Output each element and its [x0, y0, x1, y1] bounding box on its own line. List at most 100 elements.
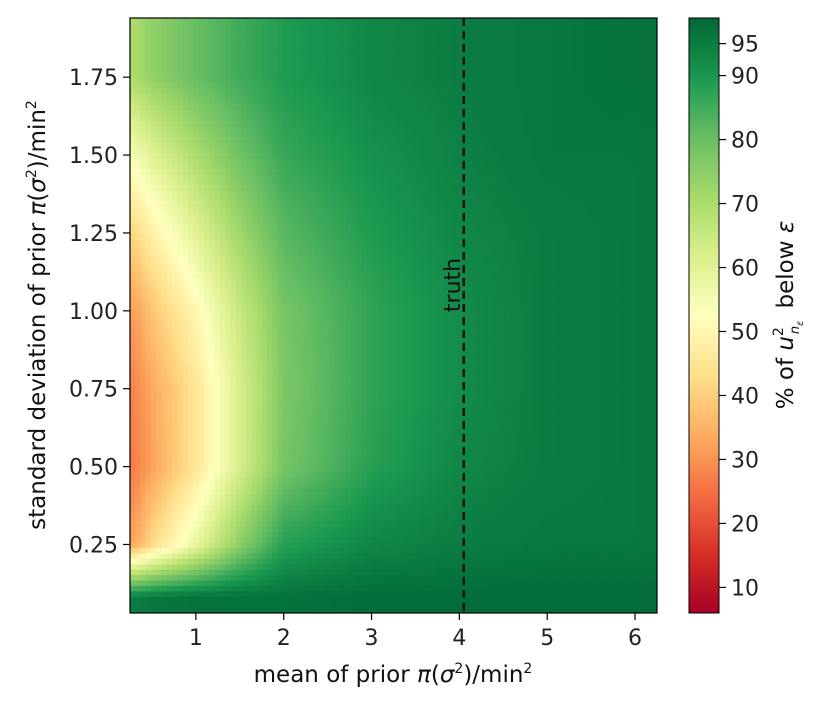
heatmap-cell — [398, 218, 405, 225]
heatmap-cell — [288, 72, 294, 79]
heatmap-cell — [562, 93, 569, 100]
heatmap-cell — [156, 104, 163, 111]
heatmap-cell — [314, 45, 321, 52]
heatmap-cell — [235, 104, 242, 111]
heatmap-cell — [172, 77, 179, 84]
heatmap-cell — [535, 153, 542, 160]
heatmap-cell — [182, 88, 189, 95]
heatmap-cell — [267, 23, 273, 30]
heatmap-cell — [377, 72, 384, 79]
heatmap-cell — [641, 196, 648, 203]
heatmap-cell — [314, 212, 321, 219]
heatmap-cell — [604, 196, 611, 203]
heatmap-cell — [641, 142, 648, 149]
heatmap-cell — [556, 72, 563, 79]
heatmap-cell — [372, 234, 379, 241]
heatmap-cell — [335, 185, 342, 192]
heatmap-cell — [609, 256, 616, 263]
heatmap-cell — [567, 39, 574, 46]
heatmap-cell — [377, 191, 384, 198]
heatmap-cell — [430, 158, 437, 165]
heatmap-cell — [551, 104, 558, 111]
heatmap-cell — [404, 142, 410, 149]
heatmap-cell — [319, 66, 326, 73]
heatmap-cell — [599, 72, 605, 79]
heatmap-cell — [635, 201, 642, 208]
heatmap-cell — [356, 137, 363, 144]
heatmap-cell — [599, 142, 605, 149]
heatmap-cell — [567, 180, 574, 187]
heatmap-cell — [272, 34, 279, 41]
heatmap-cell — [620, 93, 626, 100]
heatmap-cell — [293, 142, 300, 149]
heatmap-cell — [324, 261, 331, 268]
heatmap-cell — [267, 245, 273, 252]
heatmap-cell — [298, 228, 305, 235]
heatmap-cell — [630, 45, 637, 52]
heatmap-cell — [182, 196, 189, 203]
heatmap-cell — [530, 131, 537, 138]
heatmap-cell — [567, 50, 574, 57]
heatmap-cell — [177, 50, 184, 57]
heatmap-cell — [409, 164, 416, 171]
heatmap-cell — [309, 201, 316, 208]
heatmap-cell — [541, 272, 547, 279]
heatmap-cell — [140, 93, 147, 100]
heatmap-cell — [625, 283, 632, 290]
heatmap-cell — [577, 131, 584, 138]
heatmap-cell — [388, 180, 395, 187]
heatmap-cell — [398, 180, 405, 187]
heatmap-cell — [535, 99, 542, 106]
heatmap-cell — [409, 218, 416, 225]
heatmap-cell — [187, 266, 194, 273]
heatmap-cell — [145, 174, 152, 181]
heatmap-cell — [214, 82, 221, 89]
heatmap-cell — [235, 261, 242, 268]
heatmap-cell — [651, 185, 657, 192]
heatmap-cell — [562, 147, 569, 154]
heatmap-cell — [367, 109, 374, 116]
heatmap-cell — [309, 120, 316, 127]
heatmap-cell — [256, 18, 263, 25]
heatmap-cell — [425, 169, 431, 176]
heatmap-cell — [177, 45, 184, 52]
heatmap-cell — [172, 109, 179, 116]
heatmap-cell — [272, 45, 279, 52]
heatmap-cell — [488, 147, 495, 154]
heatmap-cell — [541, 23, 547, 30]
heatmap-cell — [404, 207, 410, 214]
heatmap-cell — [177, 23, 184, 30]
heatmap-cell — [440, 180, 447, 187]
heatmap-cell — [135, 131, 142, 138]
heatmap-cell — [340, 120, 347, 127]
heatmap-cell — [145, 212, 152, 219]
heatmap-cell — [414, 72, 421, 79]
heatmap-cell — [256, 266, 263, 273]
heatmap-cell — [356, 218, 363, 225]
heatmap-cell — [282, 39, 289, 46]
heatmap-cell — [298, 61, 305, 68]
heatmap-cell — [641, 104, 648, 111]
heatmap-cell — [604, 261, 611, 268]
heatmap-cell — [588, 212, 595, 219]
heatmap-cell — [166, 88, 173, 95]
heatmap-cell — [630, 196, 637, 203]
heatmap-cell — [604, 18, 611, 25]
heatmap-cell — [156, 180, 163, 187]
heatmap-cell — [135, 66, 142, 73]
heatmap-cell — [382, 66, 389, 73]
heatmap-cell — [251, 55, 258, 62]
heatmap-cell — [172, 245, 179, 252]
heatmap-cell — [272, 109, 279, 116]
heatmap-cell — [562, 109, 569, 116]
heatmap-cell — [404, 196, 410, 203]
heatmap-cell — [509, 142, 516, 149]
heatmap-cell — [151, 185, 157, 192]
heatmap-cell — [419, 61, 426, 68]
heatmap-cell — [346, 109, 352, 116]
heatmap-cell — [303, 196, 310, 203]
heatmap-cell — [425, 104, 431, 111]
heatmap-cell — [361, 18, 368, 25]
heatmap-cell — [267, 277, 273, 284]
heatmap-cell — [340, 88, 347, 95]
